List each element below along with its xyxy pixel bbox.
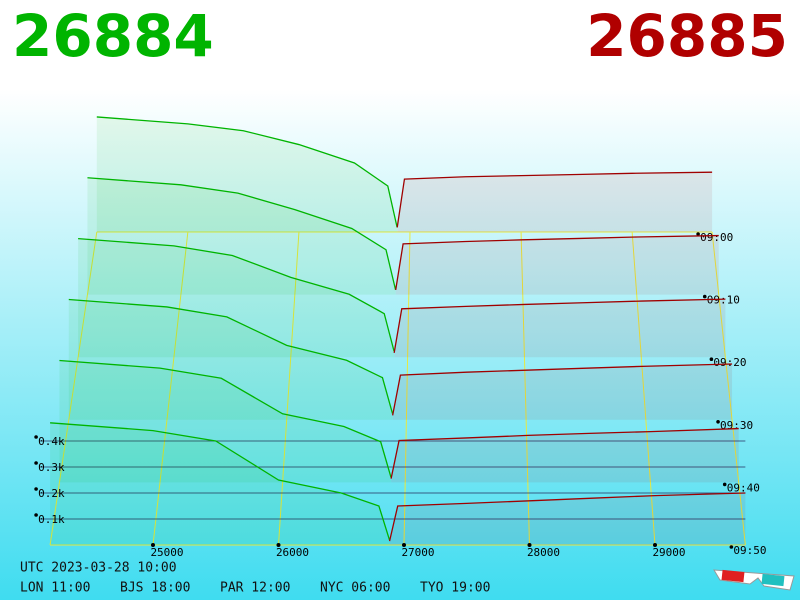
time-label: 09:20: [713, 356, 746, 369]
city-time: NYC 06:00: [320, 581, 390, 596]
price-tick: [402, 543, 406, 547]
depth-tick-label: 0.1k: [38, 513, 65, 526]
price-tick: [527, 543, 532, 547]
city-time: BJS 18:00: [120, 581, 190, 596]
time-tick: [696, 232, 700, 236]
time-tick: [716, 420, 720, 424]
price-tick-label: 26000: [276, 546, 309, 559]
bid-price: 26884: [12, 2, 214, 70]
time-label: 09:10: [707, 294, 740, 307]
city-times: LON 11:00 BJS 18:00 PAR 12:00 NYC 06:00 TYO …: [20, 581, 490, 596]
city-time: PAR 12:00: [220, 581, 290, 596]
depth-tick: [34, 461, 38, 465]
ask-depth-area: [391, 428, 739, 483]
ask-depth-line: [393, 298, 726, 353]
bid-depth-line: [78, 237, 395, 352]
bid-depth-line: [68, 298, 394, 414]
3d-glasses-icon: [713, 569, 795, 591]
depth-tick: [34, 487, 38, 491]
time-label: 09:40: [727, 481, 760, 494]
bid-depth-line: [50, 422, 391, 540]
ask-depth-line: [391, 363, 733, 416]
price-tick: [653, 543, 657, 547]
depth-tick-label: 0.2k: [38, 487, 65, 500]
bid-depth-area: [78, 238, 395, 358]
depth-tick-label: 0.3k: [38, 461, 65, 474]
bid-depth-area: [87, 177, 396, 295]
time-tick: [709, 357, 714, 362]
depth-tick: [34, 513, 38, 517]
ask-depth-line: [388, 492, 746, 542]
ask-depth-line: [396, 171, 713, 228]
utc-time: UTC 2023-03-28 10:00: [20, 561, 177, 576]
price-tick-label: 28000: [527, 546, 560, 559]
price-tick: [276, 543, 281, 547]
ask-depth-area: [392, 363, 733, 420]
bid-depth-line: [59, 359, 392, 478]
city-time: TYO 19:00: [420, 581, 490, 596]
bid-depth-line: [87, 177, 397, 291]
depth-tick: [34, 435, 38, 439]
ask-depth-area: [395, 235, 719, 295]
ask-depth-area: [394, 299, 726, 358]
city-time: LON 11:00: [20, 581, 90, 596]
time-tick: [729, 545, 734, 549]
price-tick-label: 27000: [401, 546, 434, 559]
price-tick-label: 29000: [652, 546, 685, 559]
time-tick: [702, 294, 707, 299]
ask-depth-area: [397, 172, 713, 232]
ask-price: 26885: [586, 2, 788, 70]
price-tick-label: 25000: [150, 546, 183, 559]
ask-depth-area: [389, 493, 746, 545]
ask-depth-line: [395, 234, 719, 290]
depth-tick-label: 0.4k: [38, 435, 65, 448]
time-label: 09:50: [733, 544, 766, 557]
bid-depth-area: [68, 299, 393, 420]
bid-depth-area: [59, 360, 391, 483]
bid-depth-area: [50, 422, 390, 545]
time-label: 09:00: [700, 231, 733, 244]
bid-depth-area: [96, 116, 398, 232]
time-tick: [722, 482, 727, 487]
price-tick: [151, 543, 155, 547]
bid-depth-line: [96, 116, 398, 228]
ask-depth-line: [390, 427, 739, 479]
